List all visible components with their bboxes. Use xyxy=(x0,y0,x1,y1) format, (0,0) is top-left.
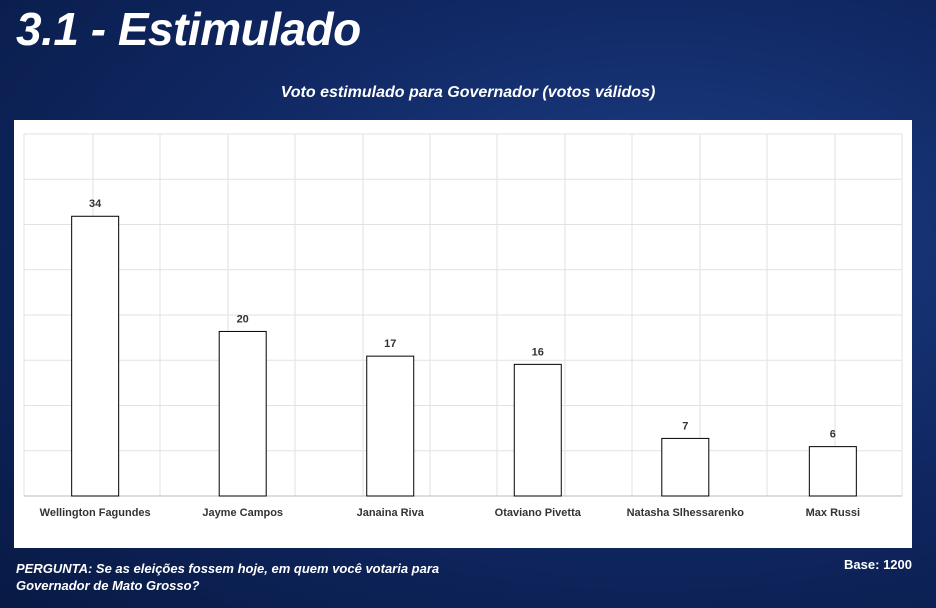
bar xyxy=(661,437,710,497)
data-label: 17 xyxy=(384,338,396,350)
data-label: 34 xyxy=(89,198,102,210)
bar xyxy=(808,446,857,497)
data-label: 7 xyxy=(682,420,688,432)
question: PERGUNTA: Se as eleições fossem hoje, em… xyxy=(16,561,440,593)
chart-title: Voto estimulado para Governador (votos v… xyxy=(280,84,656,101)
page-title: 3.1 - Estimulado xyxy=(16,3,361,55)
bar xyxy=(71,215,120,497)
x-tick-label: Jayme Campos xyxy=(202,507,283,519)
x-tick-label: Janaina Riva xyxy=(357,507,425,519)
x-tick-label: Otaviano Pivetta xyxy=(495,507,582,519)
bar xyxy=(366,355,415,497)
chart: Wellington Fagundes 34 Jayme Campos 20 Janai… xyxy=(14,120,912,548)
data-label: 20 xyxy=(237,313,249,325)
bar xyxy=(513,363,562,497)
chart-panel xyxy=(14,120,912,548)
base: Base: 1200 xyxy=(844,557,912,572)
data-label: 6 xyxy=(830,429,836,441)
x-tick-label: Natasha Slhessarenko xyxy=(627,507,745,519)
x-tick-label: Max Russi xyxy=(806,507,860,519)
bar xyxy=(218,330,267,497)
x-tick-label: Wellington Fagundes xyxy=(40,507,151,519)
data-label: 16 xyxy=(532,346,544,358)
